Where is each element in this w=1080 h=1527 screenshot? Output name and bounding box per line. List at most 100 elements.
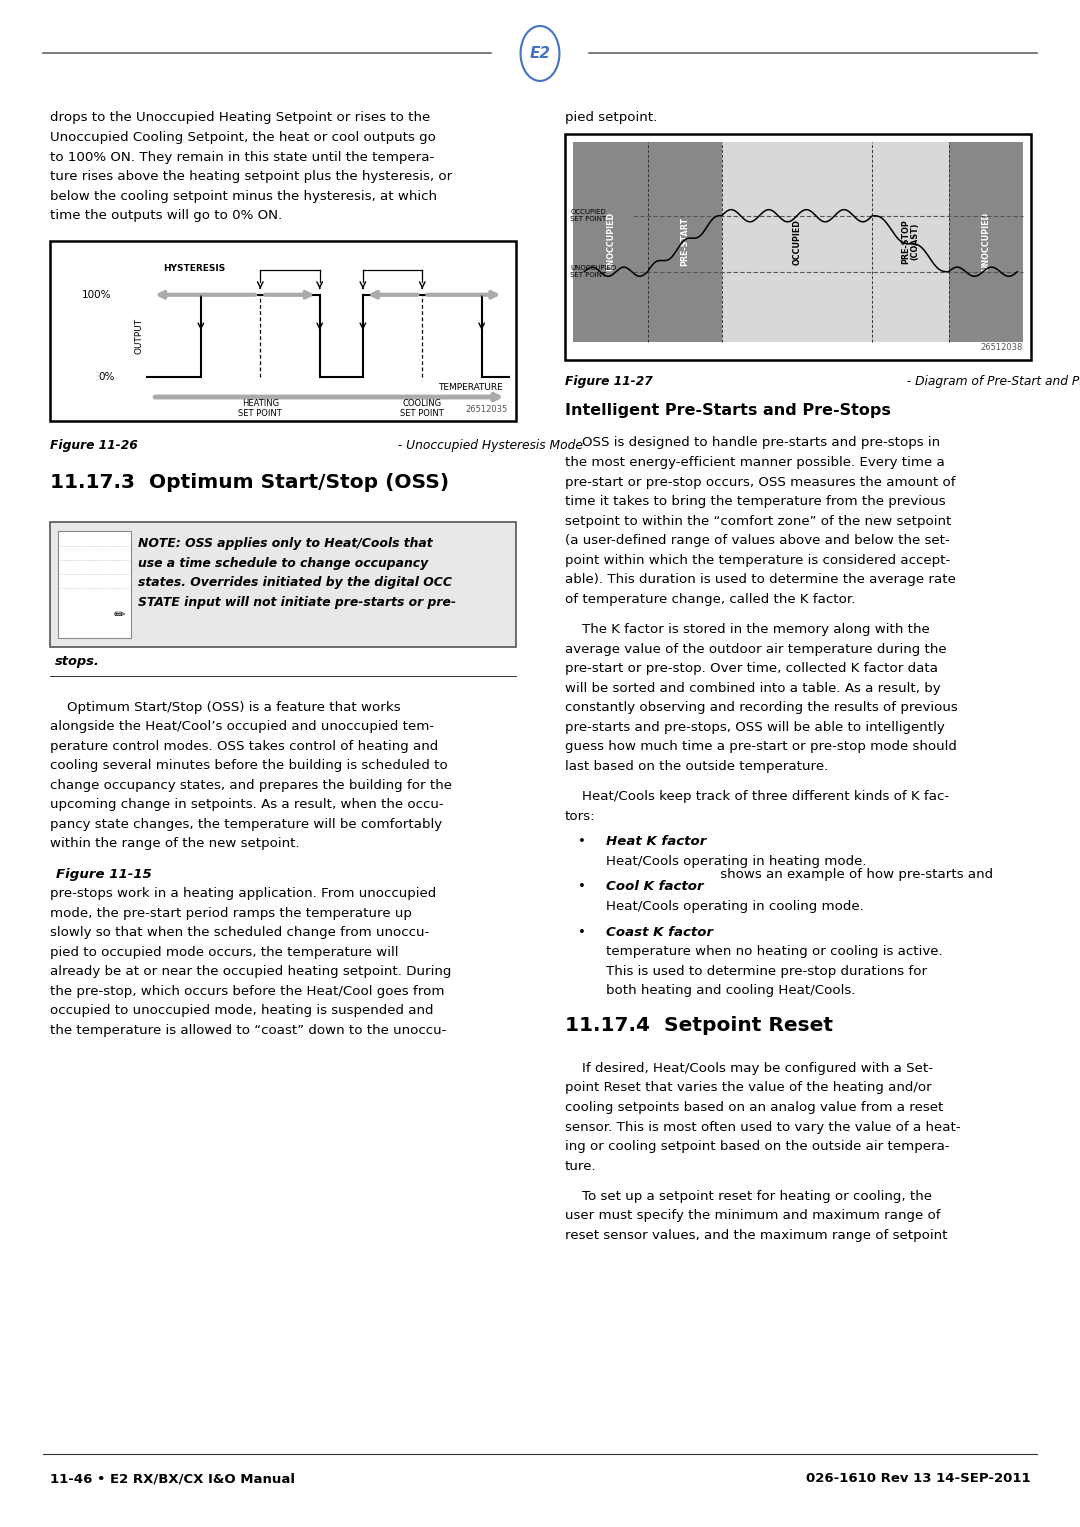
Text: PRE-START: PRE-START bbox=[680, 217, 689, 266]
Text: will be sorted and combined into a table. As a result, by: will be sorted and combined into a table… bbox=[565, 681, 941, 695]
Bar bbox=[648, 142, 721, 342]
Text: UNOCCUPIED: UNOCCUPIED bbox=[982, 212, 990, 272]
Text: temperature when no heating or cooling is active.: temperature when no heating or cooling i… bbox=[606, 945, 943, 959]
Circle shape bbox=[521, 26, 559, 81]
Text: OSS is designed to handle pre-starts and pre-stops in: OSS is designed to handle pre-starts and… bbox=[565, 437, 940, 449]
Text: Heat K factor: Heat K factor bbox=[606, 835, 706, 849]
Text: alongside the Heat/Cool’s occupied and unoccupied tem-: alongside the Heat/Cool’s occupied and u… bbox=[50, 721, 434, 733]
Text: This is used to determine pre-stop durations for: This is used to determine pre-stop durat… bbox=[606, 965, 927, 977]
Text: 11.17.4  Setpoint Reset: 11.17.4 Setpoint Reset bbox=[565, 1015, 833, 1035]
Text: Figure 11-15: Figure 11-15 bbox=[56, 867, 152, 881]
Text: OCCUPIED: OCCUPIED bbox=[793, 218, 801, 264]
Text: 11.17.3  Optimum Start/Stop (OSS): 11.17.3 Optimum Start/Stop (OSS) bbox=[50, 473, 449, 492]
Text: states. Overrides initiated by the digital OCC: states. Overrides initiated by the digit… bbox=[138, 576, 453, 589]
Text: •: • bbox=[578, 835, 585, 849]
Text: point within which the temperature is considered accept-: point within which the temperature is co… bbox=[565, 554, 950, 567]
Text: E2: E2 bbox=[529, 46, 551, 61]
Text: 026-1610 Rev 13 14-SEP-2011: 026-1610 Rev 13 14-SEP-2011 bbox=[806, 1472, 1030, 1486]
Bar bbox=[50, 522, 516, 647]
Text: •: • bbox=[578, 925, 585, 939]
Text: able). This duration is used to determine the average rate: able). This duration is used to determin… bbox=[565, 573, 956, 586]
Text: OUTPUT: OUTPUT bbox=[135, 318, 144, 354]
Text: already be at or near the occupied heating setpoint. During: already be at or near the occupied heati… bbox=[50, 965, 451, 979]
Bar bbox=[573, 142, 648, 342]
Bar bbox=[721, 142, 873, 342]
Text: COOLING
SET POINT: COOLING SET POINT bbox=[401, 399, 444, 418]
Text: 0%: 0% bbox=[98, 373, 114, 382]
Text: pied to occupied mode occurs, the temperature will: pied to occupied mode occurs, the temper… bbox=[50, 945, 399, 959]
Text: ture.: ture. bbox=[565, 1159, 596, 1173]
Text: HYSTERESIS: HYSTERESIS bbox=[163, 264, 226, 273]
Text: 26512038: 26512038 bbox=[981, 344, 1023, 353]
Bar bbox=[58, 531, 131, 638]
Text: - Diagram of Pre-Start and Pre-Stop Operation: - Diagram of Pre-Start and Pre-Stop Oper… bbox=[903, 376, 1080, 388]
Text: use a time schedule to change occupancy: use a time schedule to change occupancy bbox=[138, 557, 429, 570]
Text: Intelligent Pre-Starts and Pre-Stops: Intelligent Pre-Starts and Pre-Stops bbox=[565, 403, 891, 418]
Text: change occupancy states, and prepares the building for the: change occupancy states, and prepares th… bbox=[50, 779, 451, 793]
Text: (a user-defined range of values above and below the set-: (a user-defined range of values above an… bbox=[565, 534, 949, 547]
Bar bbox=[873, 142, 948, 342]
Text: pre-start or pre-stop. Over time, collected K factor data: pre-start or pre-stop. Over time, collec… bbox=[565, 663, 937, 675]
Text: 100%: 100% bbox=[82, 290, 111, 299]
Text: within the range of the new setpoint.: within the range of the new setpoint. bbox=[50, 837, 299, 851]
Text: ✏: ✏ bbox=[114, 608, 125, 621]
Text: the temperature is allowed to “coast” down to the unoccu-: the temperature is allowed to “coast” do… bbox=[50, 1025, 446, 1037]
Text: If desired, Heat/Cools may be configured with a Set-: If desired, Heat/Cools may be configured… bbox=[565, 1061, 933, 1075]
Text: Cool K factor: Cool K factor bbox=[606, 881, 703, 893]
Text: constantly observing and recording the results of previous: constantly observing and recording the r… bbox=[565, 701, 958, 715]
Text: Heat/Cools keep track of three different kinds of K fac-: Heat/Cools keep track of three different… bbox=[565, 789, 949, 803]
Text: UNOCCUPIED
SET POINT: UNOCCUPIED SET POINT bbox=[570, 266, 617, 278]
Text: reset sensor values, and the maximum range of setpoint: reset sensor values, and the maximum ran… bbox=[565, 1229, 947, 1241]
Text: ture rises above the heating setpoint plus the hysteresis, or: ture rises above the heating setpoint pl… bbox=[50, 169, 451, 183]
Text: HEATING
SET POINT: HEATING SET POINT bbox=[239, 399, 282, 418]
Bar bbox=[50, 522, 516, 647]
Text: 26512035: 26512035 bbox=[465, 405, 508, 414]
Text: tors:: tors: bbox=[565, 809, 595, 823]
Text: point Reset that varies the value of the heating and/or: point Reset that varies the value of the… bbox=[565, 1081, 932, 1095]
Text: time it takes to bring the temperature from the previous: time it takes to bring the temperature f… bbox=[565, 495, 945, 508]
Text: ing or cooling setpoint based on the outside air tempera-: ing or cooling setpoint based on the out… bbox=[565, 1141, 949, 1153]
Text: last based on the outside temperature.: last based on the outside temperature. bbox=[565, 760, 828, 773]
Text: 11-46 • E2 RX/BX/CX I&O Manual: 11-46 • E2 RX/BX/CX I&O Manual bbox=[50, 1472, 295, 1486]
Text: slowly so that when the scheduled change from unoccu-: slowly so that when the scheduled change… bbox=[50, 927, 429, 939]
Text: UNOCCUPIED: UNOCCUPIED bbox=[606, 212, 615, 272]
Text: The K factor is stored in the memory along with the: The K factor is stored in the memory alo… bbox=[565, 623, 930, 637]
Text: both heating and cooling Heat/Cools.: both heating and cooling Heat/Cools. bbox=[606, 985, 855, 997]
Text: Heat/Cools operating in heating mode.: Heat/Cools operating in heating mode. bbox=[606, 855, 866, 867]
Text: pre-stops work in a heating application. From unoccupied: pre-stops work in a heating application.… bbox=[50, 887, 436, 901]
Text: OCCUPIED
SET POINT: OCCUPIED SET POINT bbox=[570, 209, 607, 221]
Text: guess how much time a pre-start or pre-stop mode should: guess how much time a pre-start or pre-s… bbox=[565, 741, 957, 753]
Text: occupied to unoccupied mode, heating is suspended and: occupied to unoccupied mode, heating is … bbox=[50, 1005, 433, 1017]
Bar bbox=[50, 241, 516, 421]
Text: pre-start or pre-stop occurs, OSS measures the amount of: pre-start or pre-stop occurs, OSS measur… bbox=[565, 475, 956, 489]
Text: to 100% ON. They remain in this state until the tempera-: to 100% ON. They remain in this state un… bbox=[50, 151, 434, 163]
Bar bbox=[948, 142, 1023, 342]
Text: PRE-STOP
(COAST): PRE-STOP (COAST) bbox=[902, 220, 919, 264]
Text: cooling setpoints based on an analog value from a reset: cooling setpoints based on an analog val… bbox=[565, 1101, 943, 1115]
Text: cooling several minutes before the building is scheduled to: cooling several minutes before the build… bbox=[50, 759, 447, 773]
Text: setpoint to within the “comfort zone” of the new setpoint: setpoint to within the “comfort zone” of… bbox=[565, 515, 951, 528]
Text: pied setpoint.: pied setpoint. bbox=[565, 111, 658, 125]
Text: the most energy-efficient manner possible. Every time a: the most energy-efficient manner possibl… bbox=[565, 457, 945, 469]
Text: mode, the pre-start period ramps the temperature up: mode, the pre-start period ramps the tem… bbox=[50, 907, 411, 919]
Text: Optimum Start/Stop (OSS) is a feature that works: Optimum Start/Stop (OSS) is a feature th… bbox=[50, 701, 401, 713]
Text: below the cooling setpoint minus the hysteresis, at which: below the cooling setpoint minus the hys… bbox=[50, 189, 436, 203]
Text: stops.: stops. bbox=[55, 655, 100, 667]
Text: TEMPERATURE: TEMPERATURE bbox=[438, 383, 503, 392]
Text: STATE input will not initiate pre-starts or pre-: STATE input will not initiate pre-starts… bbox=[138, 596, 456, 609]
Text: sensor. This is most often used to vary the value of a heat-: sensor. This is most often used to vary … bbox=[565, 1121, 960, 1133]
Text: shows an example of how pre-starts and: shows an example of how pre-starts and bbox=[716, 867, 993, 881]
Text: drops to the Unoccupied Heating Setpoint or rises to the: drops to the Unoccupied Heating Setpoint… bbox=[50, 111, 430, 125]
Text: - Unoccupied Hysteresis Mode: - Unoccupied Hysteresis Mode bbox=[393, 440, 582, 452]
Text: Coast K factor: Coast K factor bbox=[606, 925, 713, 939]
Text: NOTE: OSS applies only to Heat/Cools that: NOTE: OSS applies only to Heat/Cools tha… bbox=[138, 538, 433, 550]
Text: of temperature change, called the K factor.: of temperature change, called the K fact… bbox=[565, 592, 855, 606]
Text: Figure 11-27: Figure 11-27 bbox=[565, 376, 652, 388]
Text: To set up a setpoint reset for heating or cooling, the: To set up a setpoint reset for heating o… bbox=[565, 1190, 932, 1203]
Text: pre-starts and pre-stops, OSS will be able to intelligently: pre-starts and pre-stops, OSS will be ab… bbox=[565, 721, 945, 734]
Text: Heat/Cools operating in cooling mode.: Heat/Cools operating in cooling mode. bbox=[606, 899, 864, 913]
Text: average value of the outdoor air temperature during the: average value of the outdoor air tempera… bbox=[565, 643, 946, 655]
Text: perature control modes. OSS takes control of heating and: perature control modes. OSS takes contro… bbox=[50, 739, 437, 753]
Text: Figure 11-26: Figure 11-26 bbox=[50, 440, 137, 452]
Text: the pre-stop, which occurs before the Heat/Cool goes from: the pre-stop, which occurs before the He… bbox=[50, 985, 444, 999]
